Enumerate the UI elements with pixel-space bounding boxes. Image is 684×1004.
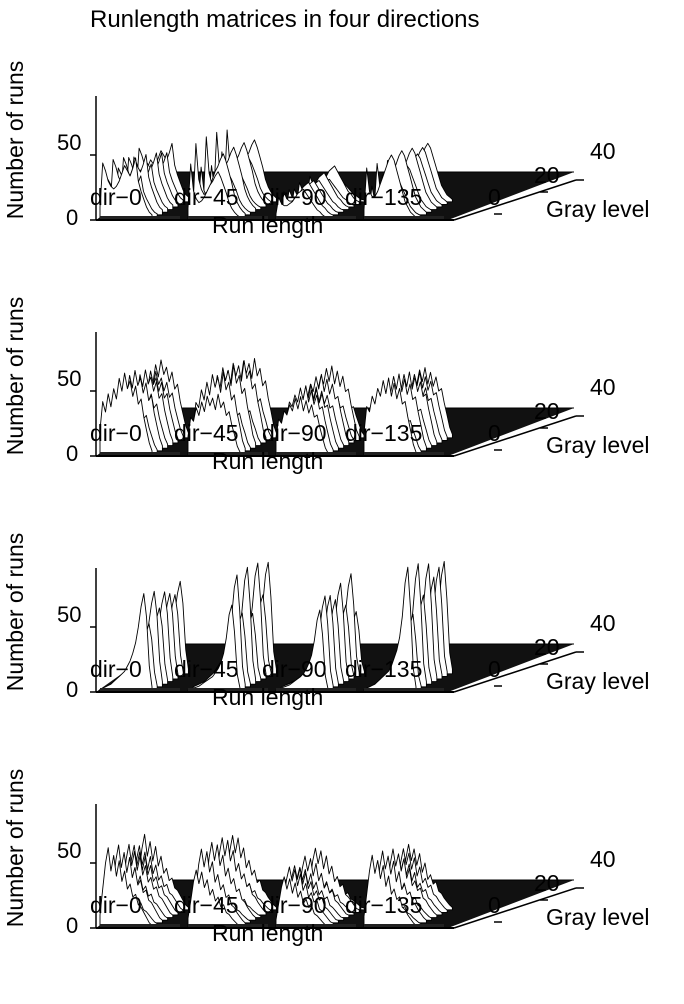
gray-axis-line — [453, 887, 577, 929]
gray-tick-label: 20 — [534, 398, 560, 424]
z-tick-label: 50 — [57, 130, 82, 155]
direction-label: dir−0 — [90, 184, 142, 210]
z-tick-label: 50 — [57, 366, 82, 391]
gray-axis-label: Gray level — [546, 668, 650, 694]
direction-label: dir−0 — [90, 420, 142, 446]
direction-label: dir−45 — [174, 420, 239, 446]
surface-base — [100, 688, 180, 692]
surface-base — [364, 924, 444, 928]
surface-plot-3 — [90, 560, 584, 693]
z-axis-label: Number of runs — [2, 768, 28, 928]
surface-base — [364, 216, 444, 220]
gray-tick-label: 0 — [488, 184, 501, 210]
direction-label: dir−135 — [345, 184, 423, 210]
surface-ridge — [363, 854, 417, 929]
gray-axis-line — [453, 415, 577, 457]
z-axis-label: Number of runs — [2, 532, 28, 692]
gray-tick-label: 0 — [488, 892, 501, 918]
z-axis-label: Number of runs — [2, 60, 28, 220]
surface-base — [276, 216, 356, 220]
gray-axis-label: Gray level — [546, 432, 650, 458]
surface-ridge — [187, 163, 241, 221]
surface-base — [364, 688, 444, 692]
surface-ridge — [99, 372, 153, 457]
surface-base — [276, 452, 356, 456]
z-tick-label: 0 — [66, 441, 79, 466]
z-tick-label: 50 — [57, 838, 82, 863]
surface-ridge — [275, 609, 329, 693]
gray-axis-label: Gray level — [546, 904, 650, 930]
z-tick-label: 50 — [57, 602, 82, 627]
surface-ridge — [363, 566, 417, 693]
gray-axis-line — [453, 179, 577, 221]
z-tick-label: 0 — [66, 677, 79, 702]
direction-label: dir−90 — [262, 892, 327, 918]
gray-tick-label: 20 — [534, 870, 560, 896]
direction-label: dir−135 — [345, 420, 423, 446]
surface-plot-1 — [90, 96, 584, 221]
surface-ridge — [187, 604, 241, 693]
surface-base — [276, 688, 356, 692]
gray-tick-label: 20 — [534, 634, 560, 660]
gray-tick-label: 40 — [590, 846, 616, 872]
direction-label: dir−45 — [174, 892, 239, 918]
direction-label: dir−90 — [262, 420, 327, 446]
gray-tick-label: 40 — [590, 138, 616, 164]
gray-tick-label: 0 — [488, 420, 501, 446]
gray-tick-label: 40 — [590, 374, 616, 400]
surface-ridge — [99, 593, 153, 693]
surface-ridge — [187, 393, 241, 457]
x-axis-label: Run length — [212, 684, 324, 710]
surface-ridge — [99, 847, 153, 929]
surface-ridge — [187, 869, 241, 929]
direction-label: dir−90 — [262, 656, 327, 682]
direction-label: dir−45 — [174, 184, 239, 210]
surface-ridge — [363, 154, 417, 221]
runlength-panel-3: Number of runs 50 0 dir−0 dir−45 dir−90 … — [0, 516, 684, 752]
z-axis-label: Number of runs — [2, 296, 28, 456]
surface-ridge — [275, 396, 329, 457]
surface-base — [188, 452, 268, 456]
chart-title: Runlength matrices in four directions — [90, 6, 480, 33]
direction-label: dir−45 — [174, 656, 239, 682]
gray-tick-label: 0 — [488, 656, 501, 682]
surface-ridge — [275, 876, 329, 929]
surface-base — [188, 924, 268, 928]
gray-axis-label: Gray level — [546, 196, 650, 222]
surface-ridge — [363, 377, 417, 457]
direction-label: dir−135 — [345, 656, 423, 682]
surface-base — [188, 688, 268, 692]
z-tick-label: 0 — [66, 205, 79, 230]
z-tick-label: 0 — [66, 913, 79, 938]
surface-base — [276, 924, 356, 928]
surface-ridge — [99, 157, 153, 221]
gray-axis-line — [453, 651, 577, 693]
gray-tick-label: 40 — [590, 610, 616, 636]
runlength-panel-4: Number of runs 50 0 dir−0 dir−45 dir−90 … — [0, 752, 684, 988]
direction-label: dir−0 — [90, 656, 142, 682]
x-axis-label: Run length — [212, 448, 324, 474]
direction-label: dir−135 — [345, 892, 423, 918]
surface-plot-2 — [90, 332, 584, 457]
x-axis-label: Run length — [212, 212, 324, 238]
direction-label: dir−90 — [262, 184, 327, 210]
gray-tick-label: 20 — [534, 162, 560, 188]
surface-base — [100, 452, 180, 456]
surface-base — [188, 216, 268, 220]
runlength-panel-2: Number of runs 50 0 dir−0 dir−45 dir−90 … — [0, 280, 684, 516]
direction-label: dir−0 — [90, 892, 142, 918]
surface-base — [364, 452, 444, 456]
surface-base — [100, 924, 180, 928]
surface-plot-4 — [90, 804, 584, 929]
surface-base — [100, 216, 180, 220]
x-axis-label: Run length — [212, 920, 324, 946]
runlength-panel-1: Number of runs 50 0 dir−0 dir−45 dir−90 … — [0, 44, 684, 280]
surface-ridge — [275, 188, 329, 221]
